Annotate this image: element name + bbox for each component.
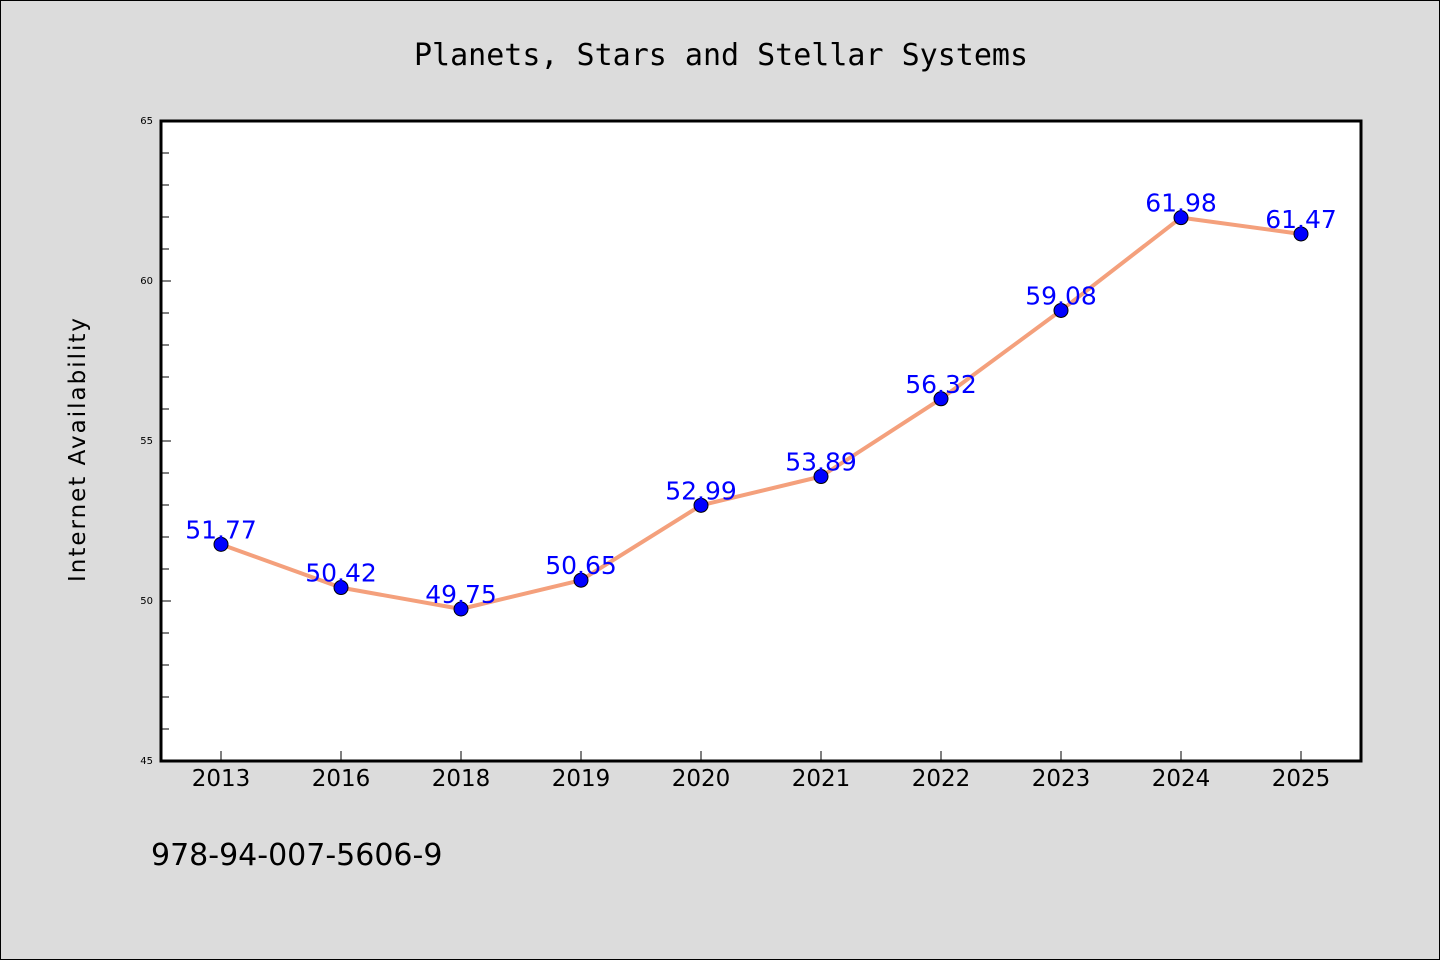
data-point <box>933 391 949 407</box>
data-point <box>333 580 349 596</box>
data-point <box>693 497 709 513</box>
data-point <box>1173 210 1189 226</box>
x-axis: 2013 2016 2018 2019 2020 2021 2022 2023 2024 2025 <box>192 751 1331 792</box>
x-tick-label: 2025 <box>1272 766 1331 792</box>
data-point <box>573 572 589 588</box>
y-tick-label: 50 <box>140 596 153 607</box>
series-line <box>220 215 1302 611</box>
series-group <box>213 210 1309 617</box>
x-tick-label: 2019 <box>552 766 611 792</box>
data-label: 50.65 <box>545 551 617 580</box>
x-tick-label: 2021 <box>792 766 851 792</box>
data-label: 51.77 <box>185 515 257 544</box>
plot-border <box>159 119 1363 763</box>
data-label: 49.75 <box>425 580 497 609</box>
data-label: 50.42 <box>305 559 377 588</box>
data-point <box>1053 302 1069 318</box>
data-point <box>813 469 829 485</box>
y-tick-label: 60 <box>140 276 153 287</box>
x-tick-label: 2020 <box>672 766 731 792</box>
footer-isbn: 978-94-007-5606-9 <box>151 838 442 873</box>
data-label: 52.99 <box>665 476 737 505</box>
x-tick-label: 2022 <box>912 766 971 792</box>
data-label: 61.98 <box>1145 189 1217 218</box>
x-tick-label: 2018 <box>432 766 491 792</box>
x-tick-label: 2024 <box>1152 766 1211 792</box>
x-tick-label: 2016 <box>312 766 371 792</box>
chart-title: Planets, Stars and Stellar Systems <box>414 38 1028 73</box>
y-tick-label: 45 <box>140 756 153 767</box>
x-tick-label: 2023 <box>1032 766 1091 792</box>
plot-area <box>161 121 1361 761</box>
y-tick-label: 55 <box>140 436 153 447</box>
data-labels: 51.77 50.42 49.75 50.65 52.99 53.89 56.32 59.08… <box>185 189 1337 609</box>
data-point <box>213 536 229 552</box>
x-tick-label: 2013 <box>192 766 251 792</box>
y-tick-label: 65 <box>140 116 153 127</box>
data-label: 53.89 <box>785 448 857 477</box>
y-axis-label: Internet Availability <box>65 316 91 582</box>
data-label: 61.47 <box>1265 205 1337 234</box>
data-point <box>1293 226 1309 242</box>
data-label: 56.32 <box>905 370 977 399</box>
data-point <box>453 601 469 617</box>
data-label: 59.08 <box>1025 281 1097 310</box>
